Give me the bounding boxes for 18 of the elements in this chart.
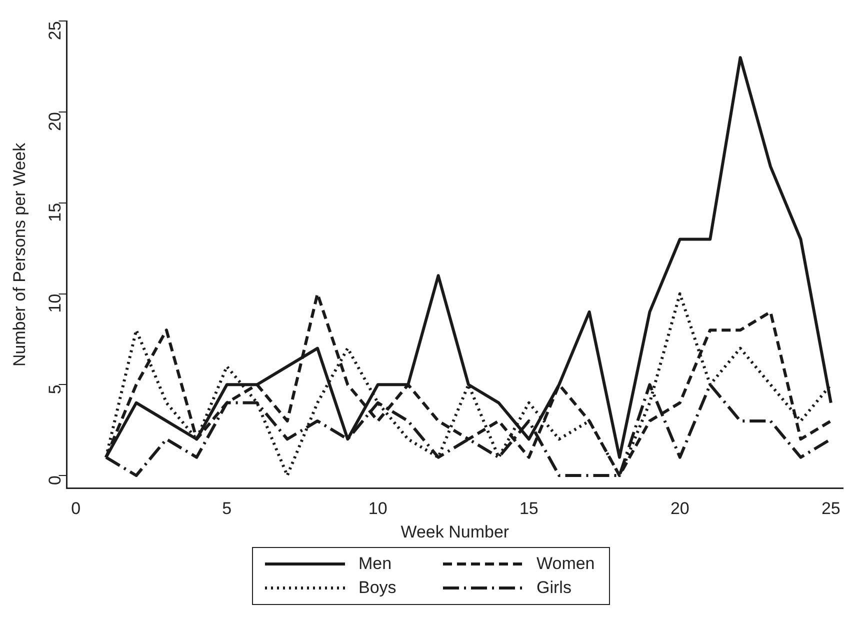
x-tick-label: 10 (368, 499, 388, 518)
legend-label: Women (536, 554, 596, 574)
y-tick-label: 5 (45, 384, 64, 394)
y-tick-label: 15 (45, 202, 64, 222)
y-tick-label: 10 (45, 294, 64, 313)
x-tick-label: 20 (670, 499, 690, 518)
legend-label: Men (358, 554, 393, 574)
x-tick-label: 25 (821, 499, 840, 518)
legend-label: Girls (536, 578, 572, 598)
x-axis-title: Week Number (400, 522, 510, 542)
y-tick-label: 0 (45, 475, 64, 485)
y-tick-label: 25 (45, 21, 64, 40)
x-tick-label: 15 (519, 499, 538, 518)
x-tick-label: 0 (71, 499, 81, 518)
y-axis-title: Number of Persons per Week (10, 142, 29, 367)
legend-label: Boys (358, 578, 398, 598)
y-tick-label: 20 (45, 112, 64, 131)
x-tick-label: 5 (222, 499, 232, 518)
